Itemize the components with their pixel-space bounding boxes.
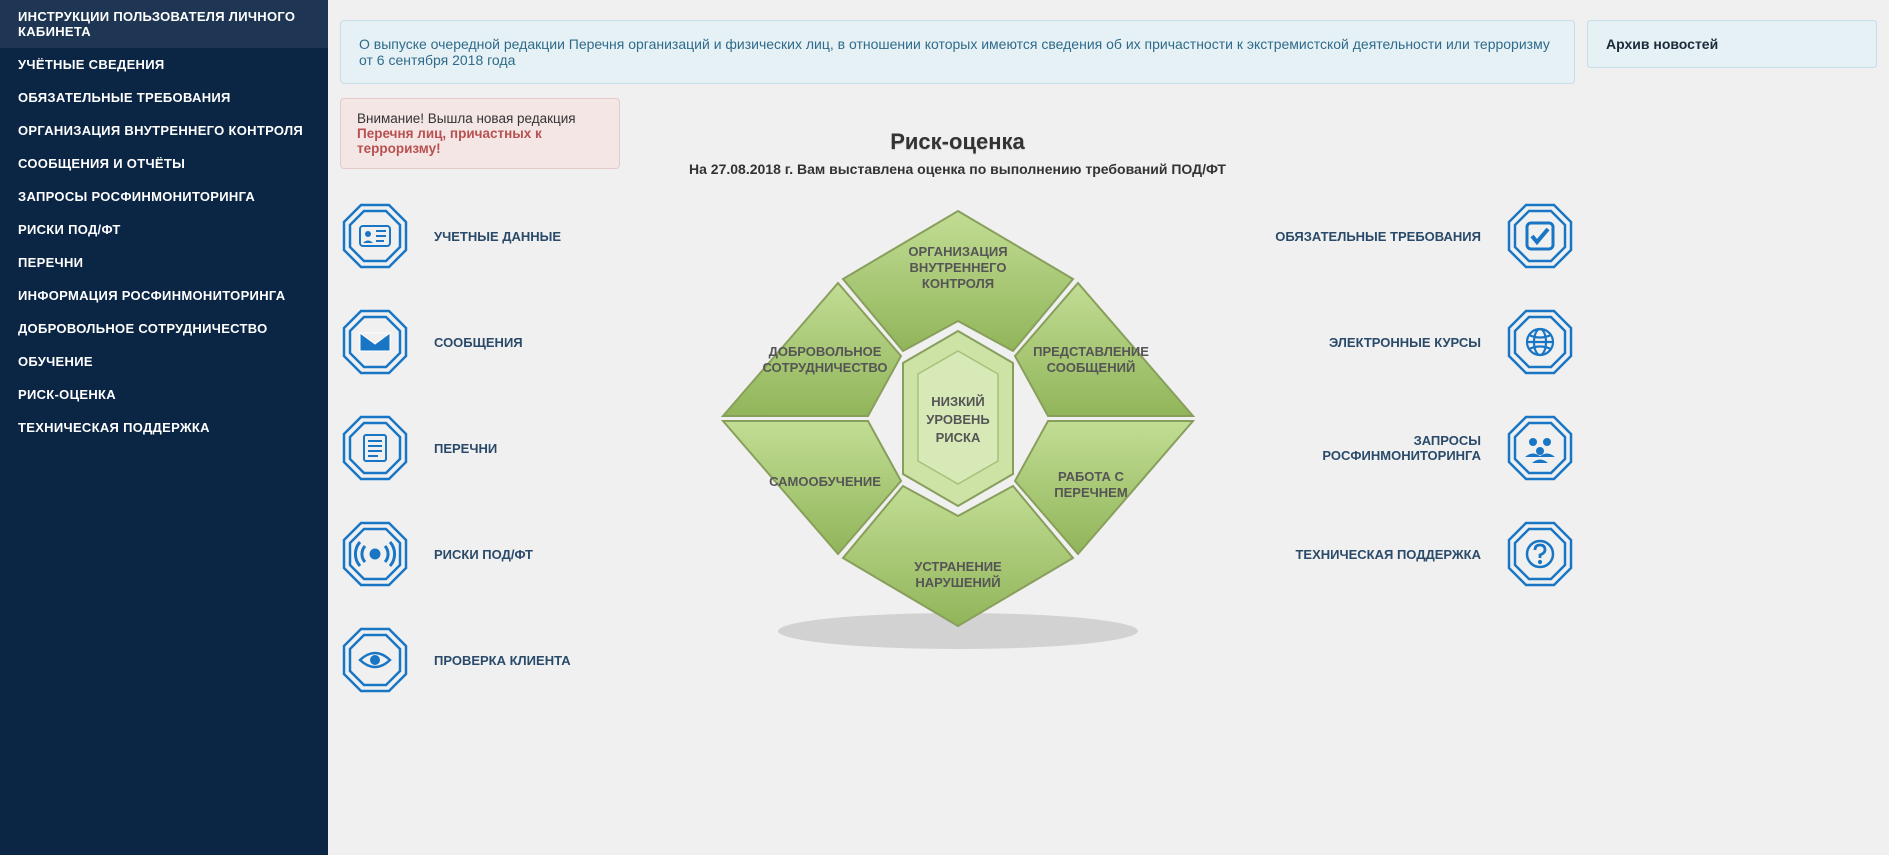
right-icon-column: ОБЯЗАТЕЛЬНЫЕ ТРЕБОВАНИЯ ЭЛЕКТРОННЫЕ КУРС…: [1275, 201, 1575, 695]
tile-support[interactable]: ТЕХНИЧЕСКАЯ ПОДДЕРЖКА: [1275, 519, 1575, 589]
hexagon-diagram: ОРГАНИЗАЦИЯВНУТРЕННЕГОКОНТРОЛЯ ПРЕДСТАВЛ…: [713, 201, 1203, 651]
svg-text:РАБОТА СПЕРЕЧНЕМ: РАБОТА СПЕРЕЧНЕМ: [1054, 469, 1127, 500]
tile-label: РИСКИ ПОД/ФТ: [434, 547, 640, 562]
tile-label: ПЕРЕЧНИ: [434, 441, 640, 456]
svg-text:ОРГАНИЗАЦИЯВНУТРЕННЕГОКОНТРОЛЯ: ОРГАНИЗАЦИЯВНУТРЕННЕГОКОНТРОЛЯ: [908, 244, 1007, 291]
svg-text:ПРЕДСТАВЛЕНИЕСООБЩЕНИЙ: ПРЕДСТАВЛЕНИЕСООБЩЕНИЙ: [1033, 344, 1149, 375]
left-icon-column: УЧЕТНЫЕ ДАННЫЕ СООБЩЕНИЯ ПЕРЕЧНИ РИСКИ П…: [340, 201, 640, 695]
users-icon: [1505, 413, 1575, 483]
id-card-icon: [340, 201, 410, 271]
svg-text:УСТРАНЕНИЕНАРУШЕНИЙ: УСТРАНЕНИЕНАРУШЕНИЙ: [914, 559, 1002, 590]
sidebar-item-info[interactable]: ИНФОРМАЦИЯ РОСФИНМОНИТОРИНГА: [0, 279, 328, 312]
sidebar-item-account[interactable]: УЧЁТНЫЕ СВЕДЕНИЯ: [0, 48, 328, 81]
tile-label: ЭЛЕКТРОННЫЕ КУРСЫ: [1275, 335, 1481, 350]
sidebar-item-support[interactable]: ТЕХНИЧЕСКАЯ ПОДДЕРЖКА: [0, 411, 328, 444]
sidebar-item-requests[interactable]: ЗАПРОСЫ РОСФИНМОНИТОРИНГА: [0, 180, 328, 213]
warning-prefix: Внимание! Вышла новая редакция: [357, 111, 576, 126]
hexagon-diagram-wrap: ОРГАНИЗАЦИЯВНУТРЕННЕГОКОНТРОЛЯ ПРЕДСТАВЛ…: [670, 201, 1245, 695]
svg-text:НИЗКИЙУРОВЕНЬРИСКА: НИЗКИЙУРОВЕНЬРИСКА: [926, 394, 990, 445]
tile-account-data[interactable]: УЧЕТНЫЕ ДАННЫЕ: [340, 201, 640, 271]
sidebar-nav: ИНСТРУКЦИИ ПОЛЬЗОВАТЕЛЯ ЛИЧНОГО КАБИНЕТА…: [0, 0, 328, 855]
news-archive-link[interactable]: Архив новостей: [1587, 20, 1877, 68]
svg-text:САМООБУЧЕНИЕ: САМООБУЧЕНИЕ: [769, 474, 881, 489]
sidebar-item-risk-assessment[interactable]: РИСК-ОЦЕНКА: [0, 378, 328, 411]
hex-center: НИЗКИЙУРОВЕНЬРИСКА: [903, 331, 1013, 506]
globe-icon: [1505, 307, 1575, 377]
file-list-icon: [340, 413, 410, 483]
tile-label: СООБЩЕНИЯ: [434, 335, 640, 350]
sidebar-item-requirements[interactable]: ОБЯЗАТЕЛЬНЫЕ ТРЕБОВАНИЯ: [0, 81, 328, 114]
tile-requirements[interactable]: ОБЯЗАТЕЛЬНЫЕ ТРЕБОВАНИЯ: [1275, 201, 1575, 271]
sidebar-item-internal-control[interactable]: ОРГАНИЗАЦИЯ ВНУТРЕННЕГО КОНТРОЛЯ: [0, 114, 328, 147]
tile-client-check[interactable]: ПРОВЕРКА КЛИЕНТА: [340, 625, 640, 695]
svg-text:ДОБРОВОЛЬНОЕСОТРУДНИЧЕСТВО: ДОБРОВОЛЬНОЕСОТРУДНИЧЕСТВО: [762, 344, 887, 375]
checkbox-icon: [1505, 201, 1575, 271]
sidebar-item-risks[interactable]: РИСКИ ПОД/ФТ: [0, 213, 328, 246]
tile-label: ТЕХНИЧЕСКАЯ ПОДДЕРЖКА: [1275, 547, 1481, 562]
news-banner[interactable]: О выпуске очередной редакции Перечня орг…: [340, 20, 1575, 84]
eye-icon: [340, 625, 410, 695]
sidebar-item-lists[interactable]: ПЕРЕЧНИ: [0, 246, 328, 279]
tile-label: УЧЕТНЫЕ ДАННЫЕ: [434, 229, 640, 244]
sidebar-item-cooperation[interactable]: ДОБРОВОЛЬНОЕ СОТРУДНИЧЕСТВО: [0, 312, 328, 345]
tile-rfm-requests[interactable]: ЗАПРОСЫ РОСФИНМОНИТОРИНГА: [1275, 413, 1575, 483]
tile-label: ЗАПРОСЫ РОСФИНМОНИТОРИНГА: [1275, 433, 1481, 463]
sidebar-item-training[interactable]: ОБУЧЕНИЕ: [0, 345, 328, 378]
tile-label: ПРОВЕРКА КЛИЕНТА: [434, 653, 640, 668]
help-icon: [1505, 519, 1575, 589]
sidebar-item-reports[interactable]: СООБЩЕНИЯ И ОТЧЁТЫ: [0, 147, 328, 180]
tile-lists[interactable]: ПЕРЕЧНИ: [340, 413, 640, 483]
broadcast-icon: [340, 519, 410, 589]
tile-courses[interactable]: ЭЛЕКТРОННЫЕ КУРСЫ: [1275, 307, 1575, 377]
tile-risks[interactable]: РИСКИ ПОД/ФТ: [340, 519, 640, 589]
main-content: О выпуске очередной редакции Перечня орг…: [328, 0, 1889, 855]
tile-messages[interactable]: СООБЩЕНИЯ: [340, 307, 640, 377]
sidebar-item-instructions[interactable]: ИНСТРУКЦИИ ПОЛЬЗОВАТЕЛЯ ЛИЧНОГО КАБИНЕТА: [0, 0, 328, 48]
page-subtitle: На 27.08.2018 г. Вам выставлена оценка п…: [340, 161, 1575, 177]
tile-label: ОБЯЗАТЕЛЬНЫЕ ТРЕБОВАНИЯ: [1275, 229, 1481, 244]
envelope-icon: [340, 307, 410, 377]
